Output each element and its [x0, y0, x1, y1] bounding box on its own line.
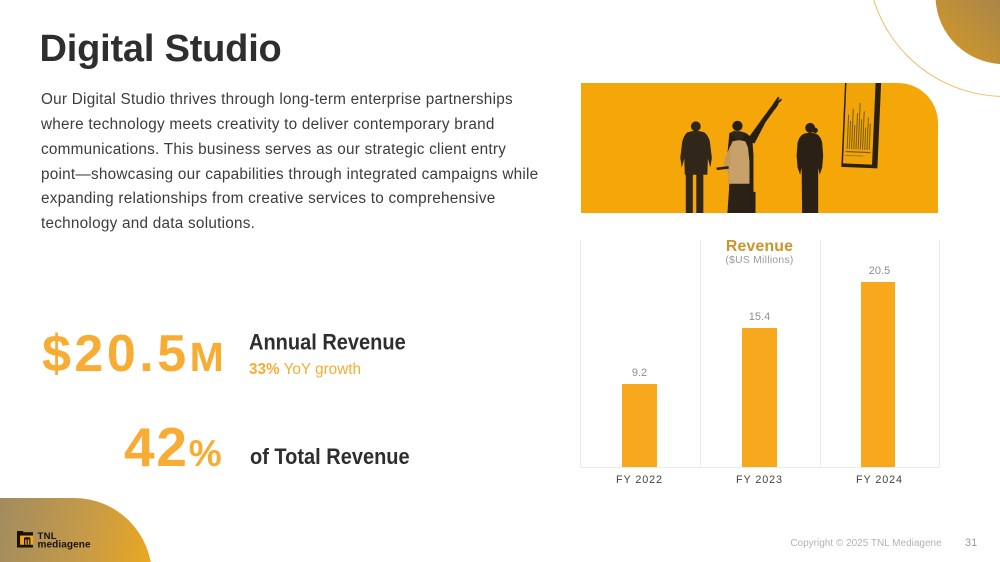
svg-text:TNL: TNL — [37, 531, 56, 542]
svg-text:mediagene: mediagene — [37, 540, 90, 551]
